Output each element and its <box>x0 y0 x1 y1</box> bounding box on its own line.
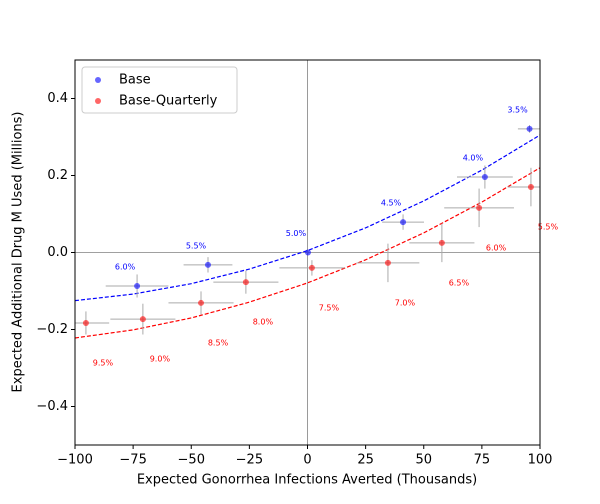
annotation: 8.0% <box>253 318 274 327</box>
point <box>527 184 534 191</box>
point <box>481 174 488 181</box>
x-tick-label: −50 <box>178 453 205 468</box>
point <box>476 204 483 211</box>
point <box>400 219 407 226</box>
legend-label: Base-Quarterly <box>119 94 218 109</box>
y-tick-label: −0.4 <box>36 399 68 414</box>
annotation: 6.0% <box>486 243 507 252</box>
x-tick-label: 100 <box>528 453 553 468</box>
annotation: 5.5% <box>186 241 207 250</box>
y-tick-label: 0.0 <box>47 245 68 260</box>
point <box>438 239 445 246</box>
x-tick-label: −100 <box>57 453 93 468</box>
x-tick-label: 75 <box>474 453 491 468</box>
annotation: 6.5% <box>449 278 470 287</box>
point <box>204 261 211 268</box>
trend-line <box>75 134 540 302</box>
legend-label: Base <box>119 73 151 88</box>
point <box>384 259 391 266</box>
x-tick-label: 0 <box>303 453 311 468</box>
x-tick-label: 25 <box>357 453 374 468</box>
point <box>242 279 249 286</box>
legend-marker <box>95 77 101 83</box>
annotation: 8.5% <box>208 338 229 347</box>
y-tick-label: −0.2 <box>36 322 68 337</box>
annotation: 9.5% <box>93 358 114 367</box>
point <box>139 316 146 323</box>
annotation: 5.0% <box>286 229 307 238</box>
point <box>134 282 141 289</box>
point <box>82 319 89 326</box>
annotation: 6.0% <box>115 262 136 271</box>
x-tick-label: 50 <box>415 453 432 468</box>
point <box>526 125 533 132</box>
y-axis-label: Expected Additional Drug M Used (Million… <box>11 112 26 393</box>
annotation: 9.0% <box>150 355 171 364</box>
y-tick-label: 0.2 <box>47 168 68 183</box>
y-tick-label: 0.4 <box>47 91 68 106</box>
axes-frame <box>74 59 541 446</box>
trend-line <box>75 167 540 339</box>
x-tick-label: −25 <box>236 453 263 468</box>
point <box>308 264 315 271</box>
point <box>304 249 311 256</box>
annotation: 7.0% <box>395 298 416 307</box>
legend-box <box>81 66 238 114</box>
x-axis-label: Expected Gonorrhea Infections Averted (T… <box>137 473 477 488</box>
annotation: 5.5% <box>538 223 559 232</box>
legend-marker <box>95 98 101 104</box>
annotation: 3.5% <box>507 105 528 114</box>
annotation: 4.0% <box>463 154 484 163</box>
annotation: 7.5% <box>319 303 340 312</box>
point <box>198 299 205 306</box>
plot-area <box>75 60 540 445</box>
annotation: 4.5% <box>381 199 402 208</box>
x-tick-label: −75 <box>119 453 146 468</box>
